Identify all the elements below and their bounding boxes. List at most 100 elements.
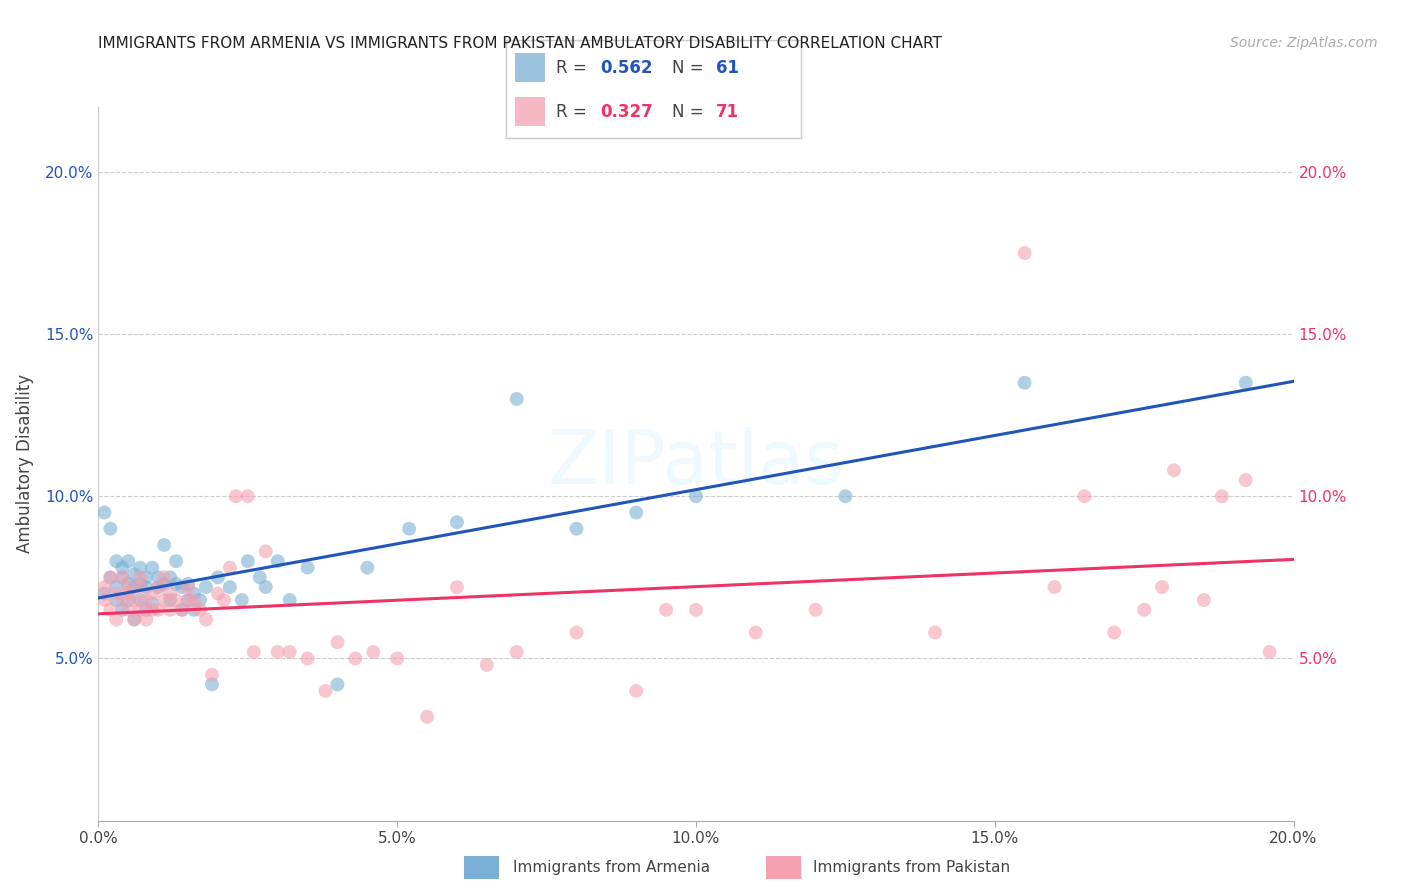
Point [416, 710, 439, 724]
Point [129, 570, 152, 584]
Point [165, 554, 187, 568]
Point [655, 603, 678, 617]
Point [165, 593, 187, 607]
Point [506, 392, 529, 406]
Point [100, 603, 122, 617]
Text: ZIPatlas: ZIPatlas [548, 427, 844, 500]
Point [148, 603, 170, 617]
Text: 0.327: 0.327 [600, 103, 654, 120]
Point [159, 593, 181, 607]
Point [124, 567, 146, 582]
Point [188, 603, 211, 617]
Point [685, 603, 707, 617]
Text: R =: R = [557, 59, 592, 77]
Point [159, 586, 181, 600]
Point [172, 603, 194, 617]
Point [141, 586, 163, 600]
Point [326, 677, 349, 691]
Point [278, 645, 301, 659]
Point [93, 506, 115, 520]
Text: Immigrants from Pakistan: Immigrants from Pakistan [813, 860, 1010, 874]
Point [1104, 625, 1126, 640]
Point [804, 603, 827, 617]
Point [135, 593, 157, 607]
Point [141, 560, 163, 574]
Point [172, 603, 194, 617]
Point [124, 613, 146, 627]
Point [124, 613, 146, 627]
Point [385, 651, 409, 665]
Point [183, 586, 205, 600]
Point [249, 570, 271, 584]
Point [267, 645, 290, 659]
Point [129, 580, 152, 594]
Point [129, 577, 152, 591]
Point [219, 560, 242, 574]
Point [111, 593, 134, 607]
Text: 61: 61 [716, 59, 738, 77]
Point [105, 586, 128, 600]
Point [398, 522, 420, 536]
Point [100, 522, 122, 536]
Point [1211, 489, 1233, 503]
Point [165, 577, 187, 591]
Point [111, 570, 134, 584]
Point [1234, 376, 1257, 390]
Point [135, 580, 157, 594]
Point [475, 657, 498, 672]
Point [100, 570, 122, 584]
Point [363, 645, 385, 659]
Point [141, 603, 163, 617]
Point [129, 560, 152, 574]
Point [111, 603, 134, 617]
Point [111, 570, 134, 584]
Point [685, 489, 707, 503]
Point [201, 677, 224, 691]
Point [1150, 580, 1173, 594]
Point [446, 580, 468, 594]
Point [195, 613, 218, 627]
Point [924, 625, 946, 640]
Point [236, 489, 259, 503]
Point [93, 593, 115, 607]
Point [148, 580, 170, 594]
Point [124, 580, 146, 594]
Point [1014, 376, 1036, 390]
Point [117, 554, 139, 568]
Point [207, 570, 229, 584]
Point [565, 625, 588, 640]
Point [153, 593, 176, 607]
Text: 0.562: 0.562 [600, 59, 654, 77]
Point [105, 613, 128, 627]
Point [254, 580, 277, 594]
Point [745, 625, 768, 640]
Point [236, 554, 259, 568]
Point [344, 651, 367, 665]
Point [212, 593, 235, 607]
Point [183, 593, 205, 607]
Point [254, 544, 277, 558]
Point [1043, 580, 1066, 594]
Point [506, 645, 529, 659]
Point [297, 651, 319, 665]
Point [183, 603, 205, 617]
Point [172, 580, 194, 594]
Point [278, 593, 301, 607]
Point [177, 593, 200, 607]
FancyBboxPatch shape [515, 53, 544, 82]
Point [1192, 593, 1215, 607]
Point [159, 603, 181, 617]
Point [177, 577, 200, 591]
Point [177, 593, 200, 607]
Point [93, 586, 115, 600]
Point [356, 560, 378, 574]
Point [231, 593, 253, 607]
Point [153, 577, 176, 591]
Text: 71: 71 [716, 103, 740, 120]
Point [326, 635, 349, 649]
Point [111, 560, 134, 574]
Point [219, 580, 242, 594]
Point [188, 593, 211, 607]
Point [315, 684, 337, 698]
Point [626, 684, 648, 698]
